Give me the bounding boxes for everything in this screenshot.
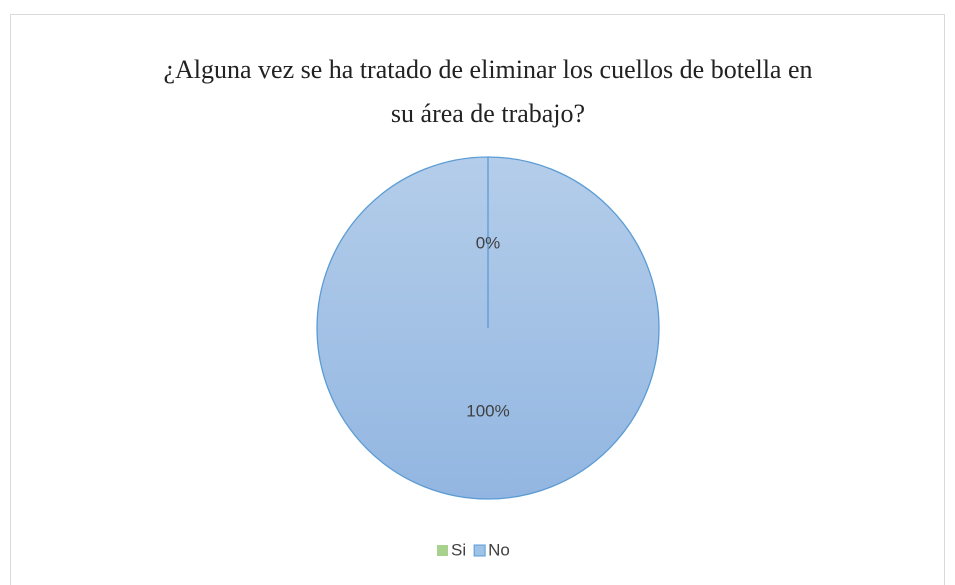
legend-swatch <box>473 544 486 557</box>
chart-title: ¿Alguna vez se ha tratado de eliminar lo… <box>163 55 813 128</box>
data-label: 0% <box>476 234 501 253</box>
data-label: 100% <box>466 401 509 420</box>
legend-swatch <box>437 545 448 556</box>
legend-label: No <box>488 540 510 559</box>
chart-frame <box>10 14 945 585</box>
legend-label: Si <box>451 540 466 559</box>
